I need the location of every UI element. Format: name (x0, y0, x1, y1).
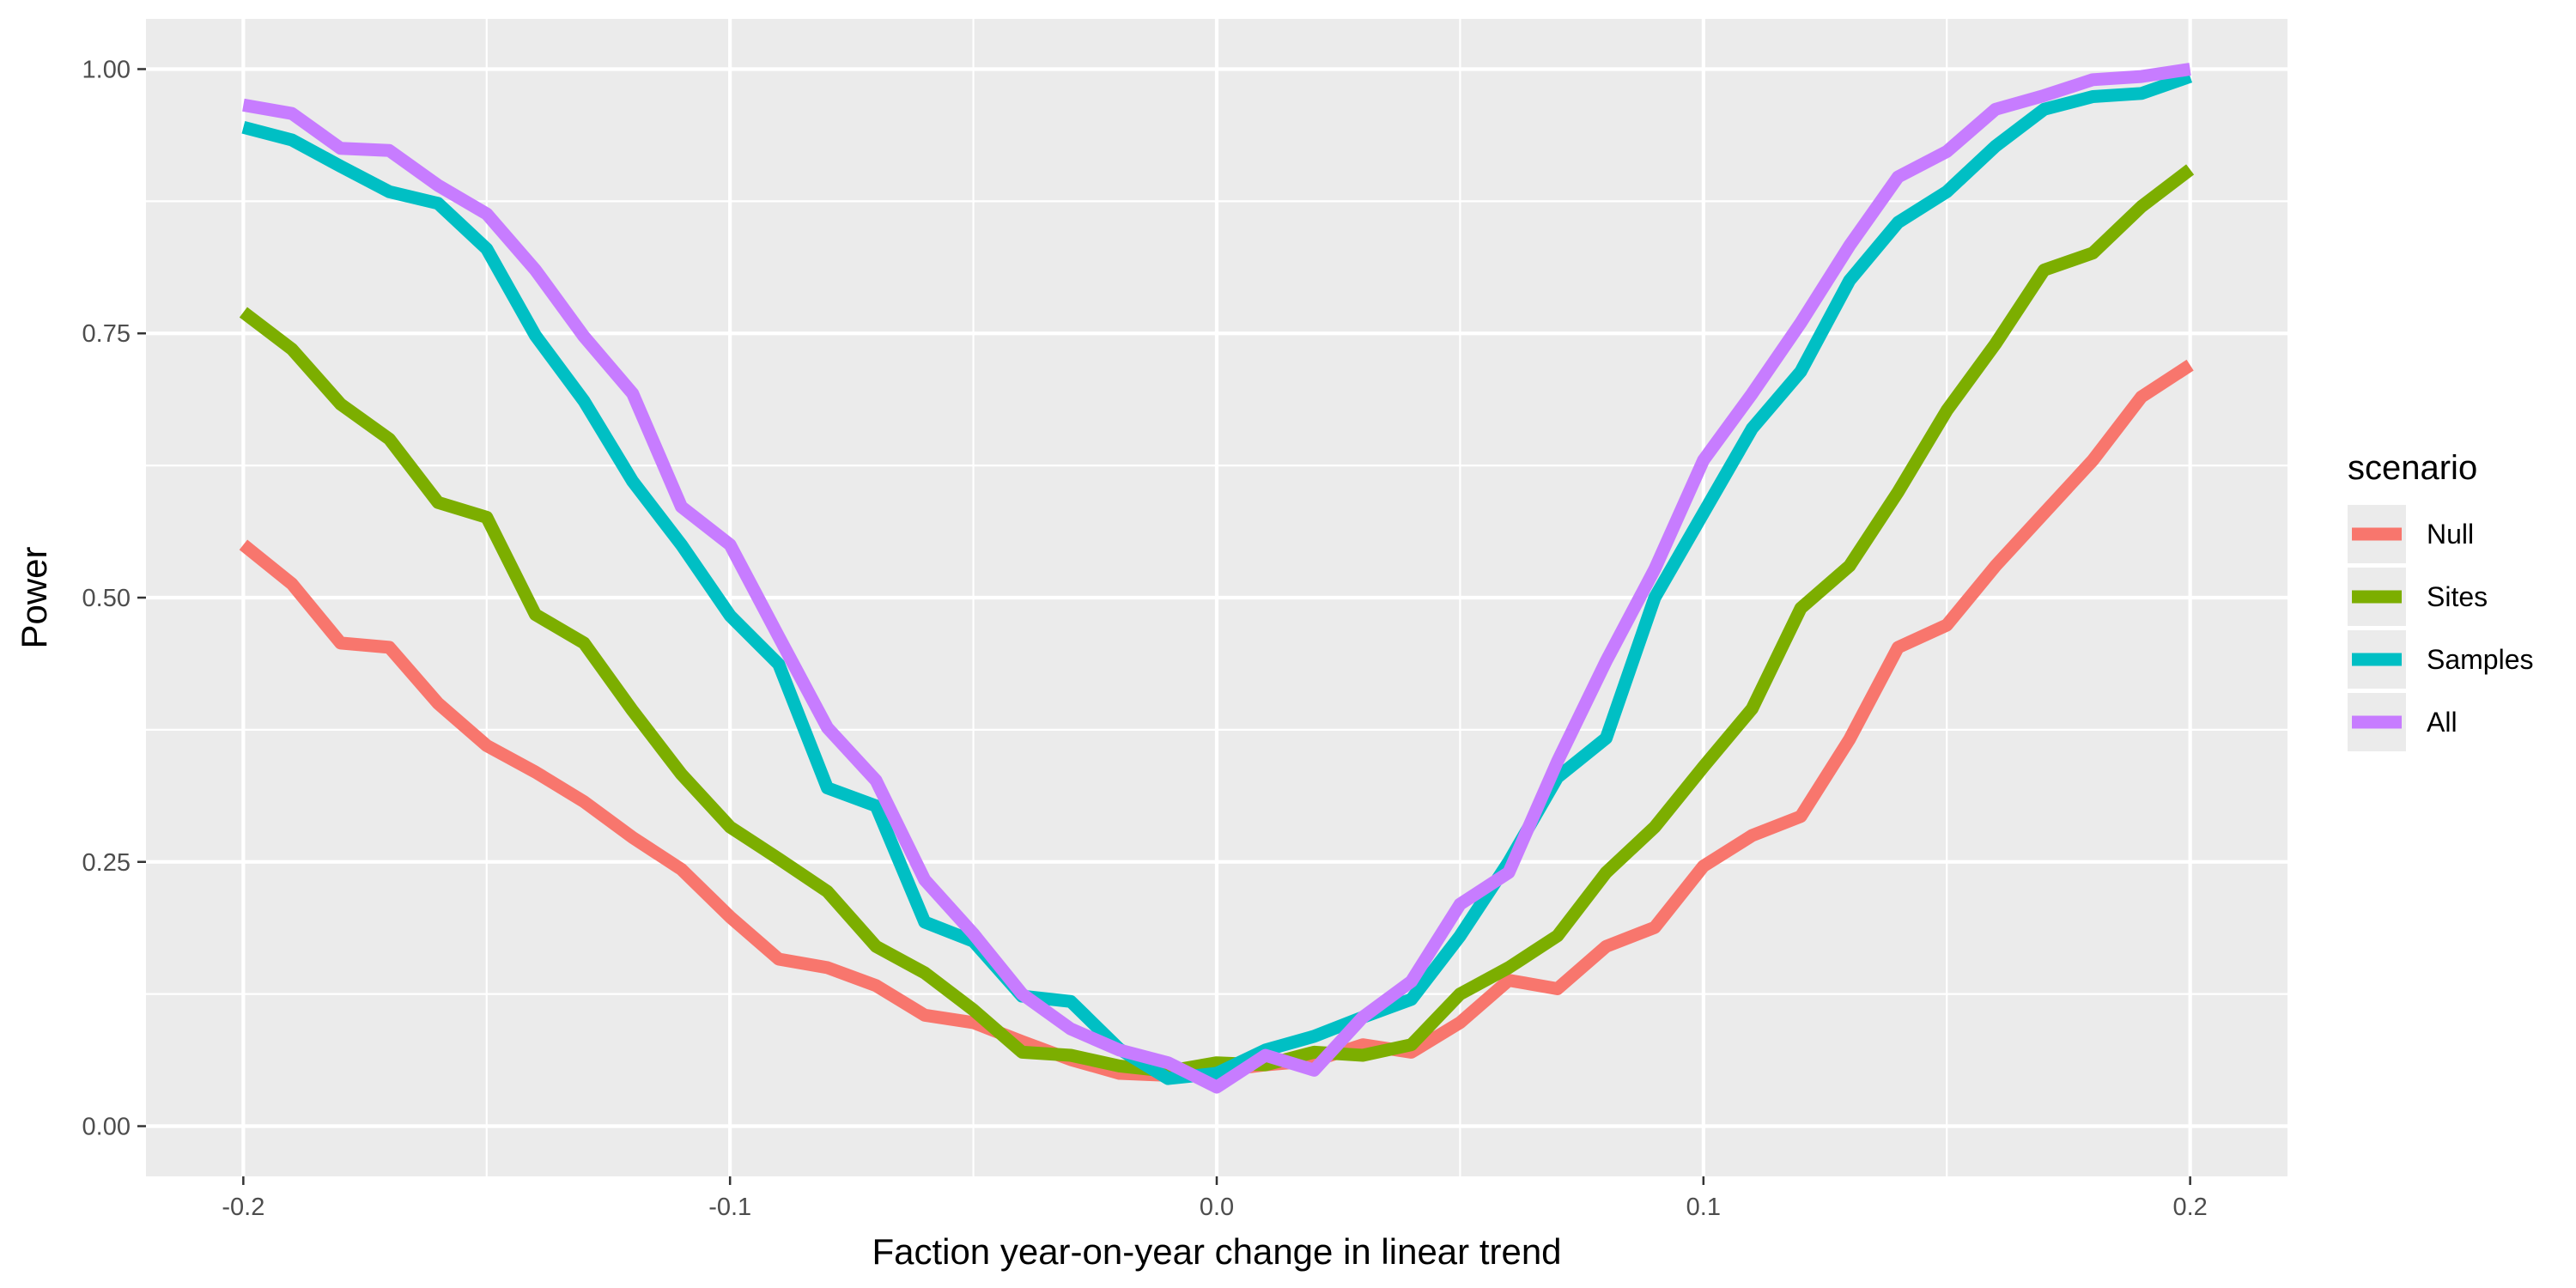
y-axis: 0.00 0.25 0.50 0.75 1.00 (82, 56, 146, 1141)
x-tick-label: 0.1 (1686, 1194, 1721, 1221)
series-lines (239, 63, 2195, 1094)
x-tick-label: -0.1 (708, 1194, 751, 1221)
legend-label: All (2427, 707, 2458, 738)
legend-label: Samples (2427, 644, 2534, 675)
y-axis-title: Power (14, 546, 54, 648)
series-line-samples (241, 70, 2193, 1085)
y-tick-label: 0.50 (82, 585, 131, 612)
x-axis-title: Faction year-on-year change in linear tr… (872, 1231, 1561, 1272)
legend-label: Sites (2427, 581, 2488, 612)
legend-label: Null (2427, 519, 2474, 550)
y-tick-label: 0.75 (82, 320, 131, 348)
legend-title: scenario (2348, 449, 2477, 487)
series-line-sites (239, 164, 2195, 1078)
x-tick-label: 0.0 (1200, 1194, 1234, 1221)
x-tick-label: 0.2 (2172, 1194, 2207, 1221)
x-axis: -0.2 -0.1 0.0 0.1 0.2 (222, 1176, 2208, 1221)
legend: scenario Null Sites Samples All (2348, 449, 2534, 751)
major-gridlines (146, 19, 2287, 1176)
series-line-all (242, 63, 2191, 1094)
x-tick-label: -0.2 (222, 1194, 264, 1221)
y-tick-label: 1.00 (82, 56, 131, 83)
y-tick-label: 0.00 (82, 1114, 131, 1141)
y-tick-label: 0.25 (82, 849, 131, 877)
